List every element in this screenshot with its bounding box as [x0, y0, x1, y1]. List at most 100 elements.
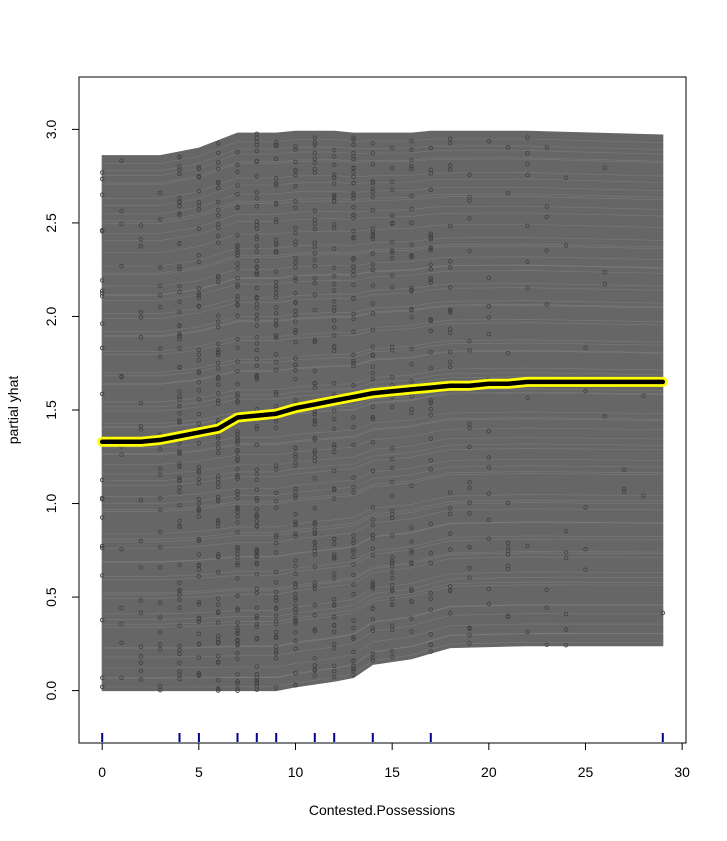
- observation-point: [254, 664, 260, 669]
- observation-point: [215, 240, 221, 245]
- observation-point: [254, 615, 260, 621]
- observation-point: [138, 598, 144, 603]
- observation-point: [312, 667, 318, 672]
- observation-point: [331, 597, 337, 602]
- ice-curve: [102, 300, 663, 333]
- observation-point: [215, 199, 221, 205]
- observation-point: [235, 548, 240, 553]
- observation-point: [602, 269, 608, 275]
- observation-point: [138, 315, 144, 320]
- observation-point: [119, 640, 124, 646]
- observation-point: [177, 672, 182, 677]
- observation-point: [447, 223, 453, 229]
- ice-curve: [102, 473, 663, 512]
- observation-point: [389, 654, 395, 659]
- observation-point: [196, 226, 202, 232]
- ice-curve: [102, 571, 663, 615]
- observation-point: [312, 656, 318, 661]
- observation-point: [293, 582, 298, 587]
- observation-point: [409, 157, 414, 163]
- observation-point: [235, 266, 240, 271]
- observation-point: [273, 250, 279, 255]
- observation-point: [428, 235, 434, 241]
- observation-point: [215, 374, 221, 380]
- observation-point: [196, 347, 202, 353]
- observation-point: [177, 463, 182, 469]
- observation-point: [351, 562, 356, 567]
- observation-point: [138, 644, 144, 650]
- observation-point: [196, 286, 202, 291]
- observation-point: [505, 614, 511, 619]
- observation-point: [351, 329, 356, 334]
- observation-point: [235, 359, 240, 364]
- observation-point: [331, 226, 337, 231]
- ice-curve: [102, 522, 663, 563]
- observation-point: [254, 258, 260, 264]
- observation-point: [177, 441, 182, 446]
- observation-point: [273, 419, 279, 424]
- observation-point: [428, 366, 434, 371]
- observation-point: [447, 330, 453, 335]
- observation-point: [293, 300, 298, 306]
- observation-point: [351, 383, 356, 388]
- observation-point: [331, 172, 337, 177]
- observation-point: [293, 630, 298, 635]
- observation-point: [157, 265, 163, 270]
- observation-point: [351, 442, 356, 448]
- observation-point: [447, 265, 453, 270]
- observation-point: [196, 189, 202, 194]
- ice-curve: [102, 256, 663, 287]
- observation-point: [138, 400, 144, 406]
- observation-point: [273, 139, 279, 145]
- observation-point: [215, 349, 221, 355]
- observation-point: [254, 249, 260, 254]
- observation-point: [196, 552, 202, 557]
- observation-point: [273, 156, 279, 162]
- observation-point: [370, 186, 376, 192]
- observation-point: [331, 305, 337, 310]
- observation-point: [215, 686, 221, 692]
- observation-point: [196, 509, 202, 514]
- observation-point: [254, 605, 260, 610]
- observation-point: [177, 417, 182, 423]
- observation-point: [293, 486, 298, 492]
- observation-point: [331, 468, 337, 474]
- observation-point: [525, 172, 530, 178]
- observation-point: [196, 421, 202, 426]
- observation-point: [467, 632, 472, 638]
- observation-point: [351, 537, 356, 543]
- observation-point: [351, 634, 356, 640]
- observation-point: [215, 324, 221, 330]
- observation-point: [215, 639, 221, 645]
- observation-point: [351, 533, 356, 538]
- observation-point: [293, 519, 298, 525]
- observation-point: [157, 683, 163, 689]
- observation-point: [370, 234, 376, 239]
- observation-point: [273, 570, 279, 575]
- observation-point: [486, 586, 492, 592]
- observation-point: [544, 204, 550, 209]
- observation-point: [370, 232, 376, 237]
- observation-point: [273, 618, 279, 624]
- observation-point: [235, 183, 240, 188]
- observation-point: [293, 159, 298, 165]
- observation-point: [293, 493, 298, 498]
- observation-point: [273, 534, 279, 540]
- observation-point: [273, 286, 279, 291]
- observation-point: [409, 406, 414, 412]
- observation-point: [351, 484, 356, 490]
- observation-point: [254, 347, 260, 353]
- observation-point: [351, 358, 356, 364]
- ice-curve: [102, 623, 663, 669]
- observation-point: [157, 496, 163, 501]
- observation-point: [119, 605, 124, 611]
- observation-point: [389, 213, 395, 218]
- observation-point: [273, 335, 279, 341]
- observation-point: [447, 136, 453, 142]
- observation-point: [235, 313, 240, 319]
- observation-point: [370, 536, 376, 541]
- observation-point: [235, 514, 240, 519]
- y-axis-title: partial yhat: [5, 376, 21, 445]
- observation-point: [370, 251, 376, 256]
- observation-point: [157, 354, 163, 359]
